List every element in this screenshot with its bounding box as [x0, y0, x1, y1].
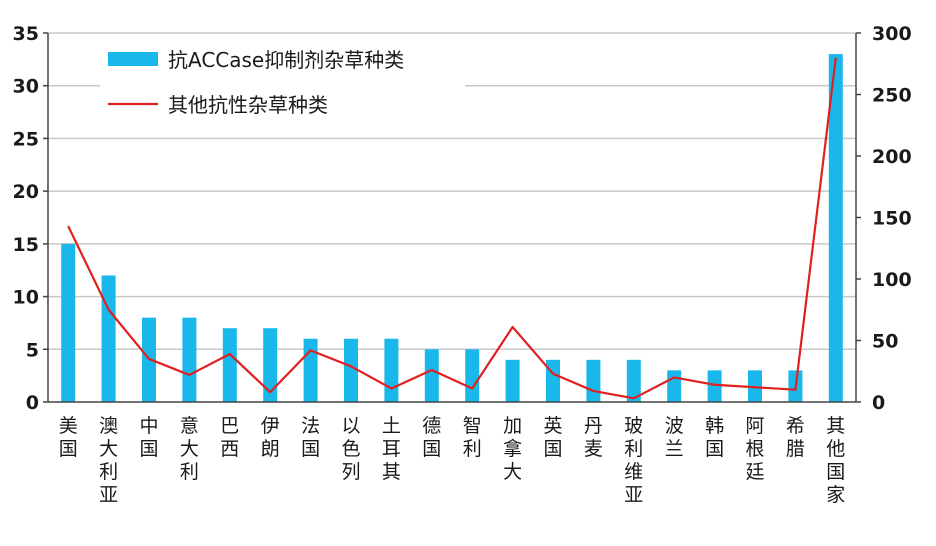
- bar: [586, 359, 601, 402]
- category-label: 英国: [543, 415, 562, 460]
- right-tick-label: 0: [872, 392, 885, 414]
- category-label: 法国: [301, 415, 320, 460]
- category-label: 其他国家: [826, 415, 845, 506]
- legend: 抗ACCase抑制剂杂草种类 其他抗性杂草种类: [100, 40, 465, 124]
- left-tick-label: 10: [13, 287, 39, 309]
- legend-bar-label: 抗ACCase抑制剂杂草种类: [168, 48, 404, 72]
- bar-series: [61, 54, 843, 402]
- bar: [384, 338, 399, 402]
- category-label: 以色列: [341, 415, 360, 483]
- bar: [505, 359, 520, 402]
- bar: [465, 349, 480, 402]
- category-label: 德国: [422, 415, 441, 460]
- bar: [182, 317, 197, 402]
- left-tick-label: 5: [26, 339, 39, 361]
- category-label: 希腊: [786, 415, 805, 460]
- bar: [707, 370, 722, 402]
- bar: [303, 338, 318, 402]
- category-label: 智利: [463, 415, 482, 460]
- bar: [263, 328, 278, 402]
- bar: [424, 349, 439, 402]
- category-label: 玻利维亚: [624, 415, 643, 506]
- legend-line-label: 其他抗性杂草种类: [168, 93, 328, 117]
- left-tick-label: 25: [13, 128, 39, 150]
- bar: [828, 54, 843, 402]
- category-label: 丹麦: [584, 415, 603, 460]
- category-label: 伊朗: [261, 415, 280, 460]
- line-series: [67, 57, 837, 400]
- category-label: 加拿大: [503, 415, 522, 483]
- legend-bar-swatch: [108, 52, 158, 66]
- right-tick-label: 100: [872, 269, 912, 291]
- left-tick-label: 30: [13, 76, 39, 98]
- category-label: 土耳其: [382, 415, 401, 483]
- bar: [61, 243, 76, 402]
- bar: [222, 328, 237, 402]
- legend-background: [100, 40, 465, 124]
- category-label: 美国: [59, 415, 78, 460]
- category-label: 阿根廷: [745, 415, 764, 483]
- right-tick-label: 300: [872, 23, 912, 45]
- category-label: 澳大利亚: [99, 415, 118, 506]
- left-tick-label: 35: [13, 23, 39, 45]
- category-label: 巴西: [220, 415, 239, 460]
- bar: [101, 275, 116, 402]
- right-y-axis-ticks: 0 50 100 150 200 250 300: [856, 23, 912, 414]
- bar: [344, 338, 358, 402]
- category-label: 中国: [139, 415, 158, 460]
- category-label: 韩国: [705, 415, 724, 460]
- left-tick-label: 0: [26, 392, 39, 414]
- left-tick-label: 20: [13, 181, 39, 203]
- left-y-axis-ticks: 0 5 10 15 20 25 30 35: [13, 23, 48, 414]
- bar: [626, 359, 641, 402]
- left-tick-label: 15: [13, 234, 39, 256]
- right-tick-label: 50: [872, 331, 898, 353]
- right-tick-label: 150: [872, 208, 912, 230]
- right-tick-label: 200: [872, 146, 912, 168]
- bar: [546, 359, 560, 402]
- bar: [667, 370, 682, 402]
- category-label: 波兰: [665, 415, 684, 460]
- right-tick-label: 250: [872, 85, 912, 107]
- series-line: [67, 57, 837, 400]
- category-label: 意大利: [180, 415, 199, 483]
